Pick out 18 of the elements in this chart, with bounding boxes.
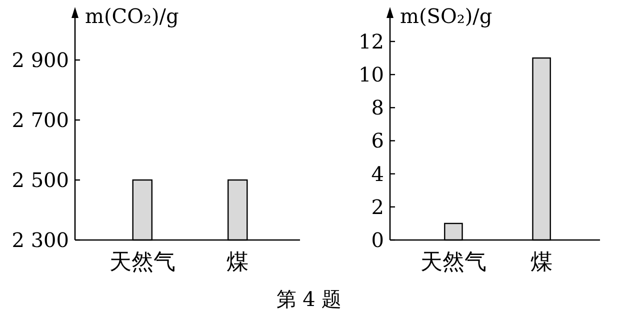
y-tick-label: 12 [358, 29, 384, 54]
x-tick-label: 煤 [226, 250, 249, 275]
y-axis-title: m(SO₂)/g [400, 4, 492, 28]
y-tick-label: 10 [358, 62, 384, 87]
y-tick-label: 2 700 [12, 108, 69, 132]
y-tick-label: 4 [371, 162, 384, 186]
y-tick-label: 2 [371, 194, 384, 219]
y-tick-label: 0 [371, 228, 384, 252]
y-tick-label: 2 900 [12, 48, 69, 72]
y-tick-label: 2 500 [12, 168, 69, 192]
text: 第 4 题 [276, 287, 342, 311]
x-tick-label: 天然气 [420, 250, 486, 275]
y-tick-label: 8 [371, 96, 384, 120]
y-axis-title: m(CO₂)/g [85, 4, 180, 28]
x-tick-label: 煤 [530, 250, 553, 275]
y-tick-label: 2 300 [12, 228, 69, 252]
x-tick-label: 天然气 [109, 250, 176, 275]
y-tick-label: 6 [371, 128, 384, 153]
